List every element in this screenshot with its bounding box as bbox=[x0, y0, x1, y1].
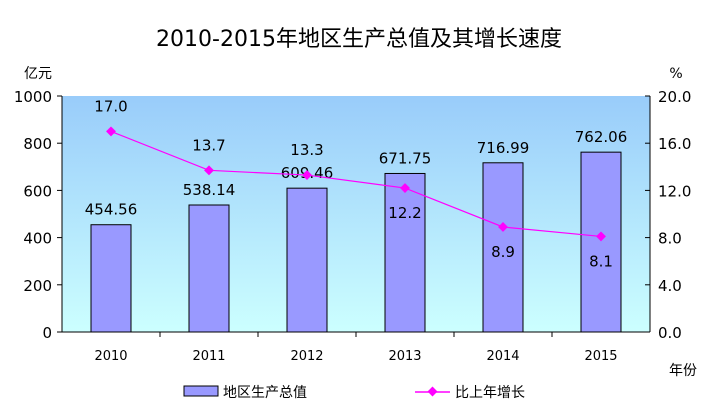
right-tick-label: 0.0 bbox=[658, 324, 682, 342]
left-tick-label: 200 bbox=[23, 277, 52, 295]
bar-label: 538.14 bbox=[183, 181, 236, 199]
line-label: 8.1 bbox=[589, 252, 613, 270]
right-tick-label: 20.0 bbox=[658, 88, 691, 106]
left-tick-label: 600 bbox=[23, 182, 52, 200]
right-axis-unit: % bbox=[669, 66, 682, 82]
plot-area bbox=[62, 96, 650, 332]
x-tick-label: 2011 bbox=[192, 349, 225, 364]
bar-label: 762.06 bbox=[575, 128, 628, 146]
x-axis-label: 年份 bbox=[669, 363, 697, 379]
legend-marker bbox=[427, 386, 438, 397]
bar bbox=[90, 224, 132, 333]
bar bbox=[384, 172, 426, 333]
bar bbox=[580, 151, 622, 333]
chart-title: 2010-2015年地区生产总值及其增长速度 bbox=[156, 27, 562, 52]
x-tick-label: 2014 bbox=[486, 349, 519, 364]
left-tick-label: 400 bbox=[23, 230, 52, 248]
left-tick-label: 800 bbox=[23, 135, 52, 153]
line-marker bbox=[302, 170, 312, 181]
line-label: 17.0 bbox=[94, 97, 127, 115]
line-marker bbox=[204, 165, 214, 176]
bar bbox=[188, 204, 230, 333]
x-tick-label: 2015 bbox=[584, 349, 617, 364]
line-marker bbox=[498, 222, 508, 232]
left-tick-label: 0 bbox=[42, 324, 52, 342]
left-tick-label: 1000 bbox=[14, 88, 52, 106]
left-axis-unit: 亿元 bbox=[24, 66, 52, 82]
bar bbox=[482, 162, 524, 333]
line-label: 8.9 bbox=[491, 243, 515, 261]
legend-label-bar: 地区生产总值 bbox=[223, 385, 307, 401]
bar bbox=[286, 187, 328, 333]
legend-label-line: 比上年增长 bbox=[455, 385, 525, 401]
right-tick-label: 8.0 bbox=[658, 230, 682, 248]
legend-swatch-bar bbox=[183, 385, 219, 397]
bar-label: 671.75 bbox=[379, 149, 432, 167]
right-tick-label: 16.0 bbox=[658, 135, 691, 153]
right-tick-label: 12.0 bbox=[658, 182, 691, 200]
line-label: 12.2 bbox=[388, 204, 421, 222]
legend: 地区生产总值 比上年增长 bbox=[183, 385, 525, 401]
line-label: 13.3 bbox=[290, 141, 323, 159]
bar-label: 454.56 bbox=[85, 201, 138, 219]
growth-line bbox=[110, 130, 602, 238]
x-tick-label: 2010 bbox=[94, 349, 127, 364]
x-tick-label: 2013 bbox=[388, 349, 421, 364]
right-tick-label: 4.0 bbox=[658, 277, 682, 295]
line-marker bbox=[596, 231, 606, 242]
line-marker bbox=[400, 183, 410, 193]
line-label: 13.7 bbox=[192, 136, 225, 154]
bar-label: 716.99 bbox=[477, 139, 530, 157]
x-tick-label: 2012 bbox=[290, 349, 323, 364]
